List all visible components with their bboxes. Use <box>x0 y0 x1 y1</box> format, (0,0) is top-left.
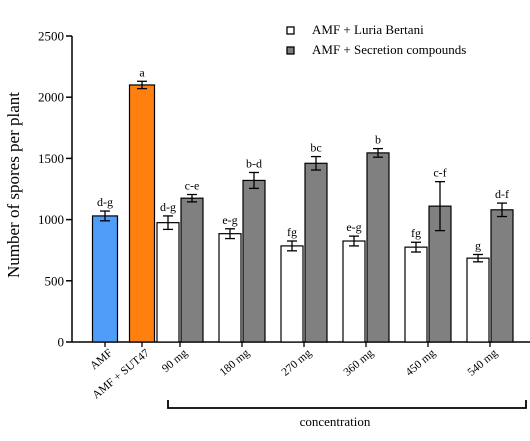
significance-letter: b-d <box>246 156 262 170</box>
significance-letter: c-e <box>185 179 200 193</box>
significance-letter: d-f <box>495 187 509 201</box>
bar-secretion-compounds <box>366 152 390 343</box>
significance-letter: fg <box>287 225 297 239</box>
bar-secretion-compounds <box>304 162 328 343</box>
concentration-bracket <box>167 400 527 409</box>
significance-letter: e-g <box>346 220 361 234</box>
x-tick-label: AMF <box>88 347 115 372</box>
x-tick-label: 180 mg <box>218 347 253 379</box>
legend: AMF + Luria Bertani AMF + Secretion compo… <box>286 22 466 57</box>
significance-letter: c-f <box>433 166 446 180</box>
y-axis-label: Number of spores per plant <box>4 92 23 278</box>
y-tick-label: 1000 <box>38 212 64 227</box>
significance-letter: b <box>375 133 381 147</box>
y-tick-label: 500 <box>45 273 65 288</box>
bar-luria-bertani <box>404 246 428 343</box>
bar-luria-bertani <box>280 245 304 343</box>
bar-luria-bertani <box>466 257 490 343</box>
bar-amf <box>91 215 119 343</box>
x-tick-label: 90 mg <box>160 347 190 375</box>
significance-letter: d-g <box>160 200 176 214</box>
x-axis-label: concentration <box>300 414 371 429</box>
significance-letter: d-g <box>97 195 113 209</box>
y-tick-label: 0 <box>58 335 65 350</box>
bar-secretion-compounds <box>242 179 266 343</box>
significance-letter: e-g <box>222 213 237 227</box>
x-tick-label: 360 mg <box>342 347 377 379</box>
bar-amf-sut47 <box>128 84 156 343</box>
bar-secretion-compounds <box>490 209 514 343</box>
y-tick-label: 2500 <box>38 29 64 44</box>
significance-letter: bc <box>310 141 321 155</box>
bar-luria-bertani <box>156 222 180 343</box>
significance-letter: fg <box>411 226 421 240</box>
significance-letter: g <box>475 238 481 252</box>
y-tick-label: 2000 <box>38 90 64 105</box>
bars: d-g a d-g c-e e-g b-d fg bc e-g b fg c-f g d-f <box>91 65 514 343</box>
legend-label: AMF + Secretion compounds <box>312 42 466 57</box>
x-tick-label: 450 mg <box>404 347 439 379</box>
x-tick-label: 540 mg <box>466 347 501 379</box>
bar-secretion-compounds <box>180 197 204 343</box>
legend-swatch <box>286 46 295 55</box>
bar-luria-bertani <box>218 233 242 343</box>
legend-label: AMF + Luria Bertani <box>312 22 424 37</box>
bar-luria-bertani <box>342 240 366 343</box>
x-tick-label: 270 mg <box>280 347 315 379</box>
legend-swatch <box>286 26 295 35</box>
significance-letter: a <box>139 65 145 79</box>
labels: Number of spores per plant concentration <box>4 92 527 429</box>
y-tick-label: 1500 <box>38 151 64 166</box>
